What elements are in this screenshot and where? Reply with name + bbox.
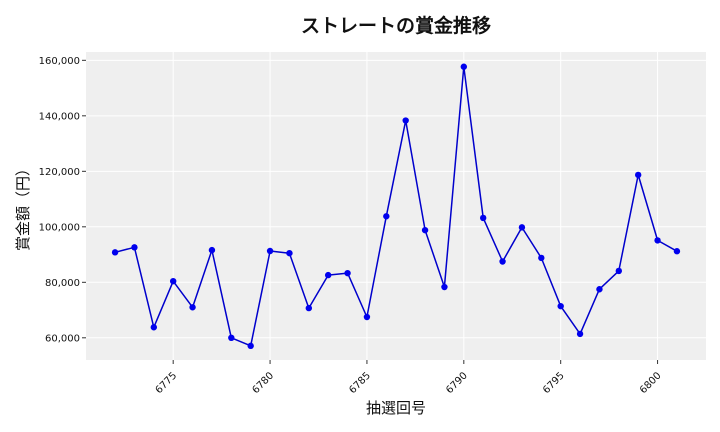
data-point xyxy=(615,267,623,275)
x-tick-label: 6795 xyxy=(541,370,567,396)
data-point xyxy=(518,224,526,231)
data-point xyxy=(305,304,313,312)
chart-title: ストレートの賞金推移 xyxy=(301,14,491,37)
data-point xyxy=(131,244,138,251)
series-line xyxy=(114,65,678,347)
data-point xyxy=(189,304,196,311)
x-tick-label: 6780 xyxy=(250,370,276,396)
data-point xyxy=(634,171,642,179)
data-point xyxy=(499,258,506,265)
data-point xyxy=(460,63,468,70)
y-tick-label: 60,000 xyxy=(45,333,80,344)
data-point xyxy=(169,277,177,285)
data-point xyxy=(576,330,584,338)
y-tick-label: 80,000 xyxy=(45,278,80,289)
y-tick-label: 100,000 xyxy=(39,222,80,233)
data-point xyxy=(363,313,371,321)
data-point xyxy=(596,286,603,293)
y-tick-label: 160,000 xyxy=(39,56,80,67)
plot-area xyxy=(86,52,706,360)
data-point xyxy=(286,249,293,257)
data-point xyxy=(228,334,235,342)
data-point xyxy=(324,271,332,279)
data-point xyxy=(247,342,254,350)
data-point xyxy=(654,237,661,244)
data-point xyxy=(266,247,274,255)
x-tick-label: 6790 xyxy=(444,370,470,396)
y-tick-label: 120,000 xyxy=(39,167,80,178)
data-point xyxy=(479,214,487,222)
y-axis-label: 賞金額（円） xyxy=(14,161,32,251)
series-layer xyxy=(111,63,681,350)
data-point xyxy=(673,248,681,255)
grid xyxy=(86,52,706,360)
data-point xyxy=(111,249,119,256)
x-tick-label: 6775 xyxy=(154,370,180,396)
data-point xyxy=(383,213,390,220)
data-point xyxy=(421,226,429,234)
data-point xyxy=(208,246,216,254)
data-point xyxy=(441,283,448,291)
data-point xyxy=(557,302,564,310)
x-tick-label: 6800 xyxy=(638,370,664,396)
data-point xyxy=(344,269,351,277)
data-point xyxy=(150,324,158,331)
x-axis-label: 抽選回号 xyxy=(366,399,426,417)
y-tick-label: 140,000 xyxy=(39,111,80,122)
data-point xyxy=(538,254,545,262)
data-point xyxy=(402,117,409,124)
x-tick-label: 6785 xyxy=(347,370,373,396)
